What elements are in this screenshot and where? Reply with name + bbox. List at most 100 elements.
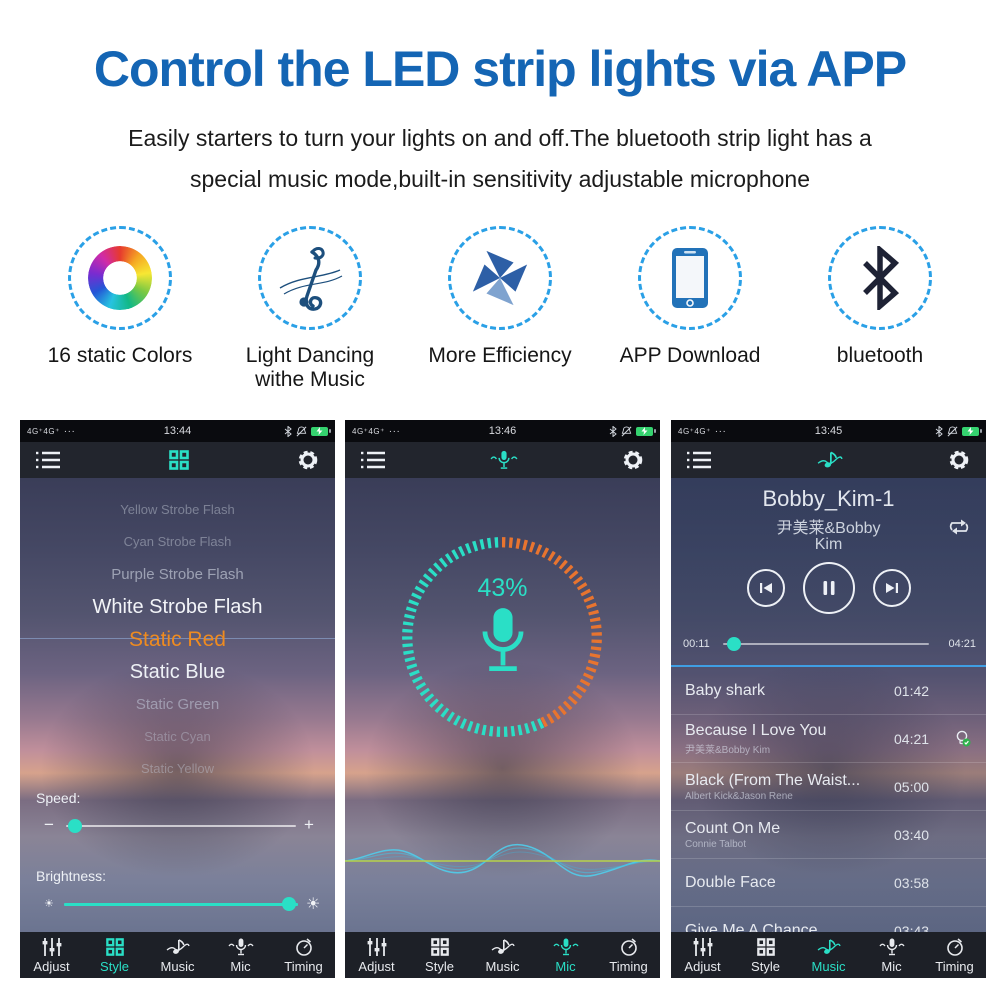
elapsed-time: 00:11 xyxy=(683,638,710,650)
tab-label: Music xyxy=(160,958,195,974)
carrier-label: 4G⁺4G⁺ xyxy=(678,426,711,436)
style-option-selected[interactable]: Static Red xyxy=(129,628,226,651)
list-menu-icon[interactable] xyxy=(361,451,385,469)
feature-bluetooth: bluetooth xyxy=(790,226,970,392)
plus-button[interactable]: + xyxy=(304,815,314,834)
tab-timing[interactable]: Timing xyxy=(272,932,335,978)
feature-efficiency: More Efficiency xyxy=(410,226,590,392)
tab-mic[interactable]: Mic xyxy=(209,932,272,978)
minus-button[interactable]: − xyxy=(44,815,54,834)
adjust-icon xyxy=(42,937,62,957)
song-row[interactable]: Baby shark 01:42 xyxy=(671,667,986,715)
grid-style-icon[interactable] xyxy=(168,450,189,470)
progress-track[interactable] xyxy=(723,643,929,645)
tab-label: Style xyxy=(425,958,454,974)
tab-mic[interactable]: Mic xyxy=(860,932,923,978)
mic-wave-icon[interactable] xyxy=(490,450,518,470)
style-option[interactable]: White Strobe Flash xyxy=(92,596,263,618)
nav-bar xyxy=(20,442,335,478)
song-title: Because I Love You xyxy=(685,721,827,739)
brightness-slider-track[interactable] xyxy=(64,903,298,906)
tab-adjust[interactable]: Adjust xyxy=(671,932,734,978)
speed-label: Speed: xyxy=(36,790,81,806)
adjust-icon xyxy=(693,937,713,957)
tab-timing[interactable]: Timing xyxy=(923,932,986,978)
tab-music[interactable]: Music xyxy=(471,932,534,978)
style-picker-area: Yellow Strobe Flash Cyan Strobe Flash Pu… xyxy=(20,478,335,932)
song-duration: 05:00 xyxy=(894,778,930,795)
bluetooth-status-icon xyxy=(609,425,617,437)
style-grid-icon xyxy=(105,937,124,957)
song-artist: Connie Talbot xyxy=(685,838,746,850)
progress-knob[interactable] xyxy=(727,637,741,651)
status-bar: 4G⁺4G⁺ ··· 13:45 xyxy=(671,420,986,442)
dashed-circle xyxy=(68,226,172,330)
pinwheel-icon xyxy=(472,250,528,306)
picker-selection-line xyxy=(20,638,335,639)
pause-button[interactable] xyxy=(802,562,855,614)
gear-icon[interactable] xyxy=(948,449,970,471)
mic-icon xyxy=(878,937,905,957)
song-row[interactable]: Give Me A Chance 03:43 xyxy=(671,907,986,933)
style-option[interactable]: Static Cyan xyxy=(144,729,211,744)
style-option[interactable]: Cyan Strobe Flash xyxy=(123,534,232,549)
tab-style[interactable]: Style xyxy=(734,932,797,978)
music-note-icon xyxy=(817,937,841,957)
song-artist: Albert Kick&Jason Rene xyxy=(685,790,793,802)
tab-style[interactable]: Style xyxy=(408,932,471,978)
style-option[interactable]: Static Green xyxy=(135,696,220,713)
previous-button[interactable] xyxy=(746,569,785,607)
next-button[interactable] xyxy=(872,569,911,607)
tab-label: Timing xyxy=(609,958,648,974)
feature-label: 16 static Colors xyxy=(47,344,193,367)
tab-music[interactable]: Music xyxy=(146,932,209,978)
total-time: 04:21 xyxy=(948,638,976,650)
music-note-nav-icon[interactable] xyxy=(817,450,843,470)
brightness-slider: ☀ ☀ xyxy=(20,896,335,913)
mic-icon xyxy=(552,937,579,957)
song-duration: 03:43 xyxy=(894,922,930,933)
repeat-icon[interactable] xyxy=(948,518,970,536)
song-row[interactable]: Double Face 03:58 xyxy=(671,859,986,907)
status-bar: 4G⁺4G⁺ ··· 13:46 xyxy=(345,420,660,442)
song-row[interactable]: Because I Love You 尹美莱&Bobby Kim 04:21 xyxy=(671,715,986,763)
now-playing-title: Bobby_Kim-1 xyxy=(762,486,895,511)
style-option[interactable]: Static Yellow xyxy=(141,761,214,776)
tab-bar: Adjust Style Music Mic Timing xyxy=(20,932,335,978)
speed-slider-track[interactable] xyxy=(66,825,296,827)
microphone-icon[interactable] xyxy=(345,606,660,676)
tab-music[interactable]: Music xyxy=(797,932,860,978)
tab-adjust[interactable]: Adjust xyxy=(345,932,408,978)
nav-bar xyxy=(671,442,986,478)
tab-timing[interactable]: Timing xyxy=(597,932,660,978)
list-menu-icon[interactable] xyxy=(36,451,60,469)
audio-waveform xyxy=(345,830,660,897)
song-title: Count On Me xyxy=(685,819,781,837)
feature-label: APP Download xyxy=(619,344,761,367)
tab-label: Adjust xyxy=(684,958,721,974)
list-menu-icon[interactable] xyxy=(687,451,711,469)
battery-icon xyxy=(636,426,656,436)
mute-bell-icon xyxy=(621,425,632,436)
mute-bell-icon xyxy=(296,425,307,436)
tab-style[interactable]: Style xyxy=(83,932,146,978)
gear-icon[interactable] xyxy=(622,449,644,471)
style-option[interactable]: Purple Strobe Flash xyxy=(111,566,244,583)
phone-music-screen: 4G⁺4G⁺ ··· 13:45 Bobby_Kim-1 尹美莱&Bobby K… xyxy=(671,420,986,978)
song-row[interactable]: Count On Me Connie Talbot 03:40 xyxy=(671,811,986,859)
adjust-icon xyxy=(367,937,387,957)
nav-bar xyxy=(345,442,660,478)
phone-style-screen: 4G⁺4G⁺ ··· 13:44 Yellow Strobe Flash Cya… xyxy=(20,420,335,978)
song-duration: 04:21 xyxy=(894,730,930,747)
tab-mic[interactable]: Mic xyxy=(534,932,597,978)
style-option[interactable]: Static Blue xyxy=(129,661,226,683)
page-title: Control the LED strip lights via APP xyxy=(93,41,907,97)
brightness-slider-knob[interactable] xyxy=(282,897,296,911)
style-option[interactable]: Yellow Strobe Flash xyxy=(120,502,235,517)
speed-slider-knob[interactable] xyxy=(68,819,82,833)
gear-icon[interactable] xyxy=(297,449,319,471)
feature-label: More Efficiency xyxy=(428,344,572,367)
tab-adjust[interactable]: Adjust xyxy=(20,932,83,978)
song-row[interactable]: Black (From The Waist... Albert Kick&Jas… xyxy=(671,763,986,811)
song-duration: 03:58 xyxy=(894,874,930,891)
